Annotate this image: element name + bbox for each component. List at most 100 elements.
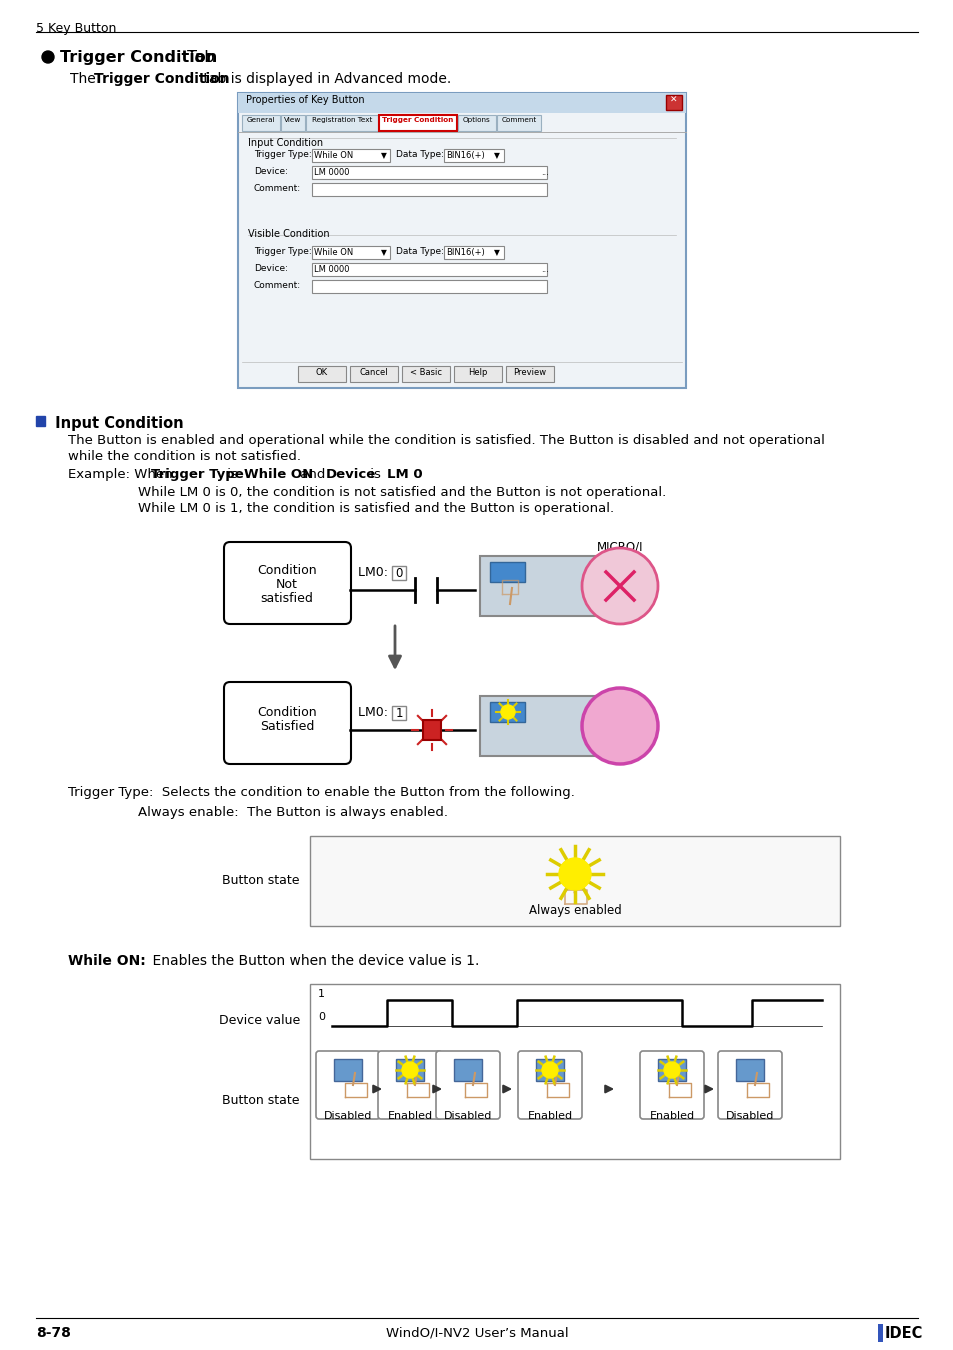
FancyBboxPatch shape [658, 1058, 685, 1081]
Text: 1: 1 [317, 990, 325, 999]
FancyBboxPatch shape [718, 1052, 781, 1119]
Text: Trigger Type:: Trigger Type: [253, 150, 312, 159]
FancyBboxPatch shape [392, 706, 406, 720]
Circle shape [500, 705, 515, 720]
Text: Data Type:: Data Type: [395, 150, 443, 159]
Circle shape [541, 1062, 558, 1079]
FancyBboxPatch shape [454, 366, 501, 382]
Text: Data Type:: Data Type: [395, 247, 443, 256]
Text: Trigger Condition: Trigger Condition [60, 50, 217, 65]
FancyBboxPatch shape [490, 702, 524, 722]
Text: Always enable:  The Button is always enabled.: Always enable: The Button is always enab… [138, 806, 448, 819]
Text: Operates: Operates [589, 717, 650, 730]
Text: Condition: Condition [257, 564, 316, 576]
Text: MICRO/I: MICRO/I [597, 540, 642, 553]
Text: Trigger Type: Trigger Type [151, 468, 244, 481]
Text: ▼: ▼ [494, 248, 499, 256]
Text: BIN16(+): BIN16(+) [446, 248, 484, 256]
Text: Trigger Type:  Selects the condition to enable the Button from the following.: Trigger Type: Selects the condition to e… [68, 786, 575, 799]
Text: ...: ... [540, 265, 548, 274]
Text: LM 0000: LM 0000 [314, 167, 349, 177]
Circle shape [401, 1062, 417, 1079]
FancyBboxPatch shape [639, 1052, 703, 1119]
FancyBboxPatch shape [436, 1052, 499, 1119]
FancyBboxPatch shape [312, 184, 546, 196]
FancyBboxPatch shape [306, 115, 377, 131]
FancyBboxPatch shape [378, 115, 456, 131]
FancyBboxPatch shape [350, 366, 397, 382]
Text: Device value: Device value [218, 1014, 299, 1027]
Text: 8-78: 8-78 [36, 1326, 71, 1341]
Text: Disabled: Disabled [725, 1111, 774, 1120]
Text: while the condition is not satisfied.: while the condition is not satisfied. [68, 450, 301, 463]
Text: 0: 0 [317, 1012, 325, 1022]
FancyBboxPatch shape [517, 1052, 581, 1119]
Text: Trigger Condition: Trigger Condition [382, 117, 454, 123]
FancyBboxPatch shape [377, 1052, 441, 1119]
Text: Disabled: Disabled [443, 1111, 492, 1120]
Text: View: View [284, 117, 301, 123]
FancyBboxPatch shape [422, 720, 440, 740]
Text: operate: operate [595, 582, 643, 593]
FancyBboxPatch shape [310, 836, 840, 926]
Text: Trigger Condition: Trigger Condition [94, 72, 230, 86]
Text: IDEC: IDEC [884, 1326, 923, 1341]
Text: Comment:: Comment: [253, 281, 301, 290]
Text: Enabled: Enabled [527, 1111, 572, 1120]
FancyBboxPatch shape [665, 95, 681, 109]
Text: ▼: ▼ [380, 151, 387, 161]
FancyBboxPatch shape [312, 148, 390, 162]
FancyBboxPatch shape [237, 93, 685, 113]
Text: Visible Condition: Visible Condition [248, 230, 330, 239]
Text: Input Condition: Input Condition [248, 138, 323, 148]
Text: WindO/I-NV2 User’s Manual: WindO/I-NV2 User’s Manual [385, 1326, 568, 1339]
Text: Tab: Tab [182, 50, 214, 65]
FancyBboxPatch shape [297, 366, 346, 382]
Text: Input Condition: Input Condition [50, 416, 183, 431]
Text: Preview: Preview [513, 369, 546, 377]
Text: Help: Help [468, 369, 487, 377]
Text: While ON:: While ON: [68, 954, 146, 968]
Text: 1: 1 [395, 707, 402, 720]
Text: While LM 0 is 0, the condition is not satisfied and the Button is not operationa: While LM 0 is 0, the condition is not sa… [138, 486, 665, 500]
FancyBboxPatch shape [312, 166, 546, 180]
FancyBboxPatch shape [490, 562, 524, 582]
FancyBboxPatch shape [224, 682, 351, 764]
Text: Always enabled: Always enabled [528, 904, 620, 917]
Text: LM0:: LM0: [357, 566, 392, 579]
FancyBboxPatch shape [312, 279, 546, 293]
FancyBboxPatch shape [443, 148, 503, 162]
FancyBboxPatch shape [237, 93, 685, 387]
Text: Device: Device [326, 468, 375, 481]
FancyBboxPatch shape [479, 697, 595, 756]
Text: tab is displayed in Advanced mode.: tab is displayed in Advanced mode. [199, 72, 451, 86]
FancyBboxPatch shape [315, 1052, 379, 1119]
Text: The: The [70, 72, 100, 86]
Text: 0: 0 [395, 567, 402, 580]
Text: Enables the Button when the device value is 1.: Enables the Button when the device value… [135, 954, 478, 968]
Text: The Button is enabled and operational while the condition is satisfied. The Butt: The Button is enabled and operational wh… [68, 433, 824, 447]
Text: Enabled: Enabled [387, 1111, 432, 1120]
Text: and: and [295, 468, 330, 481]
Text: Satisfied: Satisfied [259, 720, 314, 733]
FancyBboxPatch shape [312, 246, 390, 259]
Text: is: is [366, 468, 385, 481]
Text: LM0:: LM0: [357, 706, 392, 720]
FancyBboxPatch shape [334, 1058, 361, 1081]
Text: Properties of Key Button: Properties of Key Button [246, 95, 364, 105]
Text: While ON: While ON [244, 468, 313, 481]
Text: Comment:: Comment: [253, 184, 301, 193]
Text: Enabled: Enabled [649, 1111, 694, 1120]
FancyBboxPatch shape [505, 366, 554, 382]
Text: Device:: Device: [253, 265, 288, 273]
Text: Comment: Comment [501, 117, 536, 123]
Text: OK: OK [315, 369, 328, 377]
Text: Button: Button [597, 703, 641, 717]
FancyBboxPatch shape [395, 1058, 423, 1081]
Text: Options: Options [462, 117, 491, 123]
FancyBboxPatch shape [401, 366, 450, 382]
FancyBboxPatch shape [312, 263, 546, 275]
Circle shape [663, 1062, 679, 1079]
Text: LM 0: LM 0 [387, 468, 422, 481]
Text: While ON: While ON [314, 248, 353, 256]
